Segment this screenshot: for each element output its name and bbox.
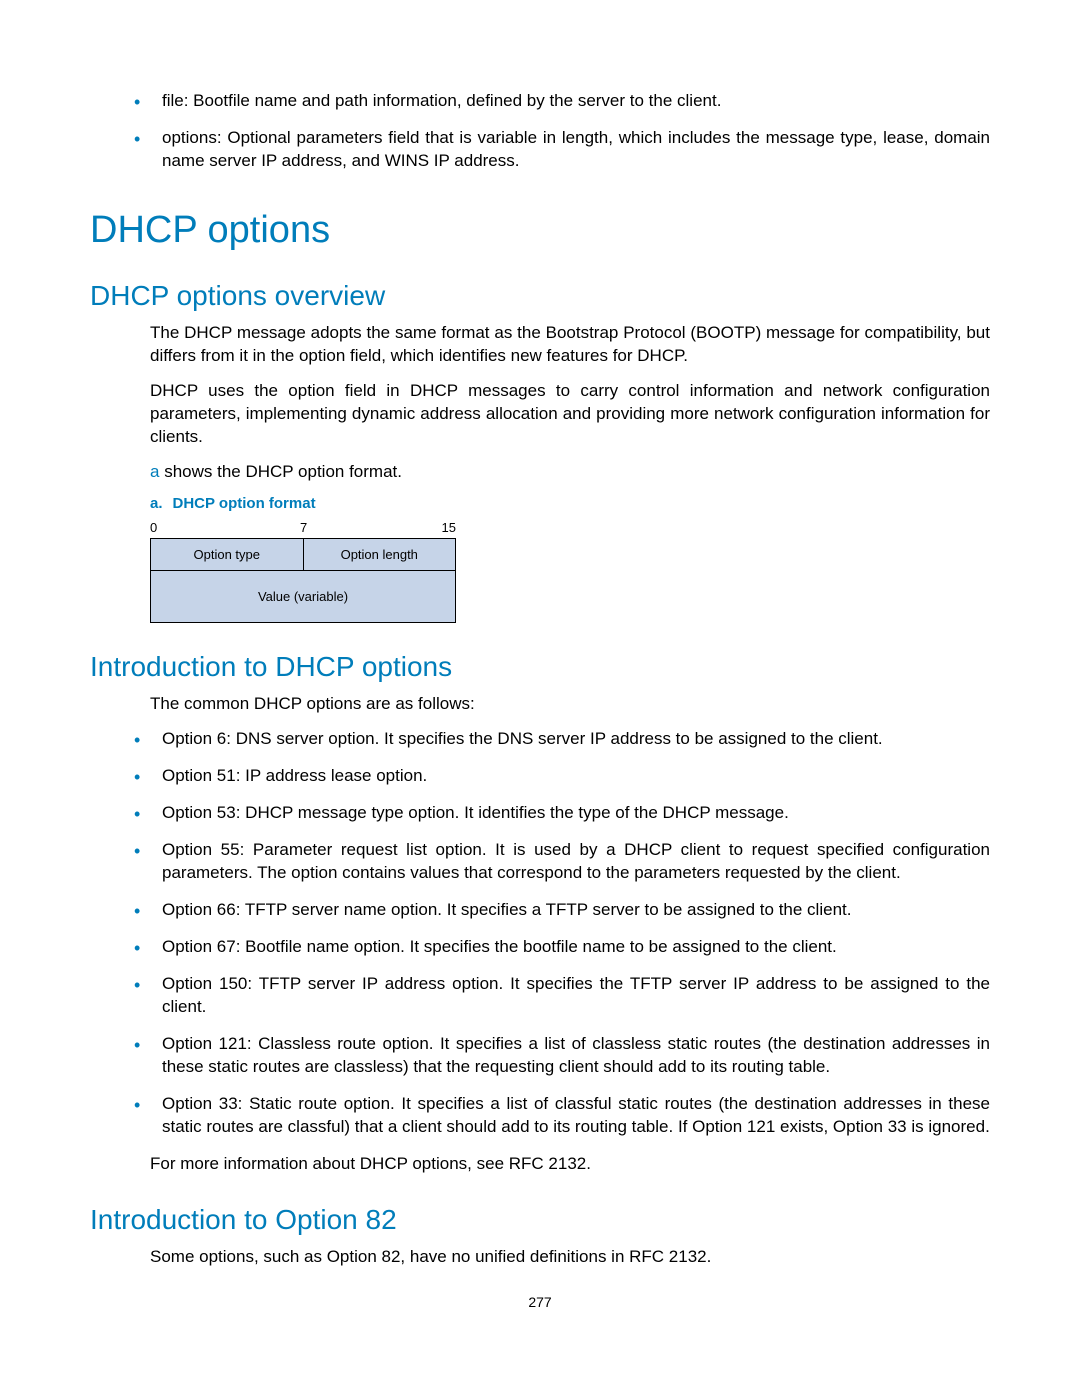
text: shows the DHCP option format. bbox=[159, 462, 402, 481]
list-item: Option 121: Classless route option. It s… bbox=[162, 1033, 990, 1079]
dhcp-option-format-figure: 0 7 15 Option type Option length Value (… bbox=[90, 520, 990, 623]
list-item: Option 66: TFTP server name option. It s… bbox=[162, 899, 990, 922]
body-paragraph: a shows the DHCP option format. bbox=[90, 461, 990, 484]
caption-prefix: a. bbox=[150, 495, 163, 512]
body-paragraph: DHCP uses the option field in DHCP messa… bbox=[90, 380, 990, 449]
figure-cell: Value (variable) bbox=[151, 571, 456, 623]
list-item: Option 150: TFTP server IP address optio… bbox=[162, 973, 990, 1019]
figure-ruler: 0 7 15 bbox=[150, 520, 456, 538]
figure-table: Option type Option length Value (variabl… bbox=[150, 538, 456, 623]
list-item: Option 55: Parameter request list option… bbox=[162, 839, 990, 885]
figure-caption: a. DHCP option format bbox=[90, 495, 990, 512]
body-paragraph: The common DHCP options are as follows: bbox=[90, 693, 990, 716]
list-item: Option 67: Bootfile name option. It spec… bbox=[162, 936, 990, 959]
caption-text: DHCP option format bbox=[173, 495, 316, 512]
list-item: Option 33: Static route option. It speci… bbox=[162, 1093, 990, 1139]
ruler-tick: 15 bbox=[442, 520, 456, 535]
list-item: file: Bootfile name and path information… bbox=[162, 90, 990, 113]
page-title: DHCP options bbox=[90, 209, 990, 252]
ruler-tick: 0 bbox=[150, 520, 157, 535]
body-paragraph: The DHCP message adopts the same format … bbox=[90, 322, 990, 368]
list-item: Option 53: DHCP message type option. It … bbox=[162, 802, 990, 825]
section-heading-option82: Introduction to Option 82 bbox=[90, 1204, 990, 1236]
list-item: Option 51: IP address lease option. bbox=[162, 765, 990, 788]
section-heading-intro: Introduction to DHCP options bbox=[90, 651, 990, 683]
list-item: Option 6: DNS server option. It specifie… bbox=[162, 728, 990, 751]
body-paragraph: Some options, such as Option 82, have no… bbox=[90, 1246, 990, 1269]
top-bullet-list: file: Bootfile name and path information… bbox=[90, 90, 990, 173]
section-heading-overview: DHCP options overview bbox=[90, 280, 990, 312]
list-item: options: Optional parameters field that … bbox=[162, 127, 990, 173]
figure-cell: Option length bbox=[303, 539, 456, 571]
intro-bullet-list: Option 6: DNS server option. It specifie… bbox=[90, 728, 990, 1138]
page-number: 277 bbox=[90, 1294, 990, 1310]
figure-cell: Option type bbox=[151, 539, 304, 571]
body-paragraph: For more information about DHCP options,… bbox=[90, 1153, 990, 1176]
ruler-tick: 7 bbox=[300, 520, 307, 535]
